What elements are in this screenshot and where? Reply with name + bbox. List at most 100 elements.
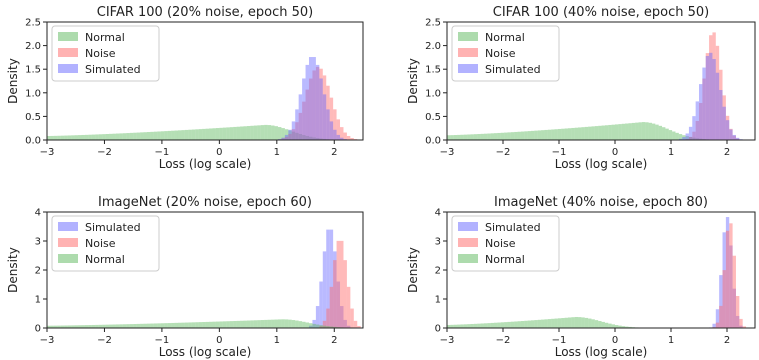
histogram-bar — [219, 321, 223, 328]
histogram-bar — [618, 124, 622, 140]
histogram-bar — [574, 316, 579, 328]
histogram-bar — [319, 78, 323, 140]
histogram-bar — [735, 315, 740, 328]
histogram-bar — [340, 137, 344, 140]
histogram-bar — [274, 319, 278, 328]
histogram-bar — [483, 133, 488, 140]
histogram-bar — [662, 127, 666, 140]
histogram-bar — [319, 281, 323, 328]
histogram-bar — [195, 129, 199, 140]
histogram-bar — [333, 260, 337, 328]
histogram-bar — [665, 128, 669, 140]
histogram-bar — [243, 320, 247, 328]
histogram-bar — [467, 324, 471, 328]
x-axis-label: Loss (log scale) — [555, 157, 648, 171]
histogram-bar — [260, 320, 265, 328]
legend-label: Normal — [85, 31, 125, 44]
y-tick-label: 1.5 — [25, 65, 41, 76]
histogram-bar — [188, 322, 192, 328]
histogram-bar — [240, 320, 244, 328]
histogram-bar — [598, 321, 602, 328]
x-tick-label: −1 — [552, 335, 567, 346]
y-tick-label: 3 — [35, 237, 41, 248]
histogram-bar — [88, 325, 92, 328]
legend-swatch — [458, 254, 478, 263]
histogram-bar — [524, 131, 528, 140]
histogram-bar — [212, 128, 216, 140]
histogram-bar — [191, 322, 196, 328]
histogram-bar — [71, 135, 75, 140]
histogram-bar — [188, 129, 192, 140]
histogram-bar — [655, 124, 659, 140]
x-tick-label: −3 — [440, 147, 455, 158]
histogram-bar — [615, 124, 619, 140]
histogram-bar — [534, 320, 538, 328]
histogram-bar — [732, 288, 736, 328]
legend-label: Noise — [485, 47, 516, 60]
histogram-bar — [47, 136, 51, 140]
histogram-bar — [594, 320, 599, 328]
histogram-bar — [651, 123, 656, 140]
histogram-bar — [226, 127, 230, 140]
histogram-bars — [47, 57, 361, 140]
histogram-bar — [450, 135, 454, 140]
histogram-bar — [122, 133, 127, 140]
x-axis-label: Loss (log scale) — [159, 345, 252, 359]
histogram-bar — [302, 321, 306, 328]
histogram-bar — [315, 324, 320, 328]
x-tick-label: 1 — [668, 147, 674, 158]
histogram-bar — [133, 132, 137, 140]
histogram-bar — [688, 136, 693, 140]
legend-label: Normal — [85, 253, 125, 266]
histogram-bar — [742, 326, 747, 328]
histogram-bar — [236, 126, 241, 140]
histogram-bars — [447, 217, 750, 328]
histogram-bar — [295, 109, 299, 140]
histogram-bar — [618, 325, 622, 328]
histogram-bar — [333, 326, 337, 328]
histogram-bar — [64, 135, 68, 140]
histogram-bar — [298, 321, 303, 328]
histogram-bar — [184, 322, 189, 328]
histogram-bar — [715, 72, 720, 140]
legend-swatch — [58, 32, 78, 41]
histogram-bar — [102, 134, 106, 140]
histogram-bar — [291, 131, 296, 140]
histogram-bar — [177, 322, 182, 328]
histogram-bar — [735, 295, 740, 328]
histogram-bar — [588, 126, 592, 140]
histogram-bar — [136, 323, 141, 328]
histogram-bar — [628, 326, 632, 328]
x-tick-label: 0 — [216, 147, 222, 158]
histogram-bar — [722, 270, 726, 328]
histogram-bar — [537, 319, 542, 328]
histogram-bar — [50, 325, 54, 328]
histogram-bar — [133, 324, 137, 328]
histogram-bar — [557, 128, 562, 140]
histogram-bar — [288, 130, 292, 140]
histogram-bar — [284, 134, 289, 140]
histogram-bar — [136, 132, 141, 140]
histogram-bar — [253, 125, 258, 140]
histogram-bar — [81, 325, 85, 328]
histogram-bar — [611, 324, 615, 328]
histogram-bar — [551, 318, 555, 328]
histogram-bar — [557, 318, 562, 328]
y-tick-label: 3 — [435, 237, 441, 248]
histogram-bar — [340, 306, 344, 328]
histogram-bar — [692, 116, 696, 140]
x-tick-label: −2 — [496, 147, 511, 158]
histogram-bar — [326, 85, 330, 140]
histogram-bar — [246, 126, 251, 140]
histogram-bar — [181, 322, 185, 328]
histogram-bar — [146, 323, 151, 328]
histogram-bar — [333, 109, 337, 140]
histogram-bar — [308, 136, 313, 140]
histogram-bar — [500, 322, 505, 328]
histogram-bar — [284, 136, 289, 140]
histogram-bar — [520, 321, 525, 328]
histogram-bar — [219, 127, 223, 140]
y-tick-label: 2 — [435, 266, 441, 277]
histogram-bar — [494, 322, 498, 328]
histogram-bar — [729, 245, 733, 328]
